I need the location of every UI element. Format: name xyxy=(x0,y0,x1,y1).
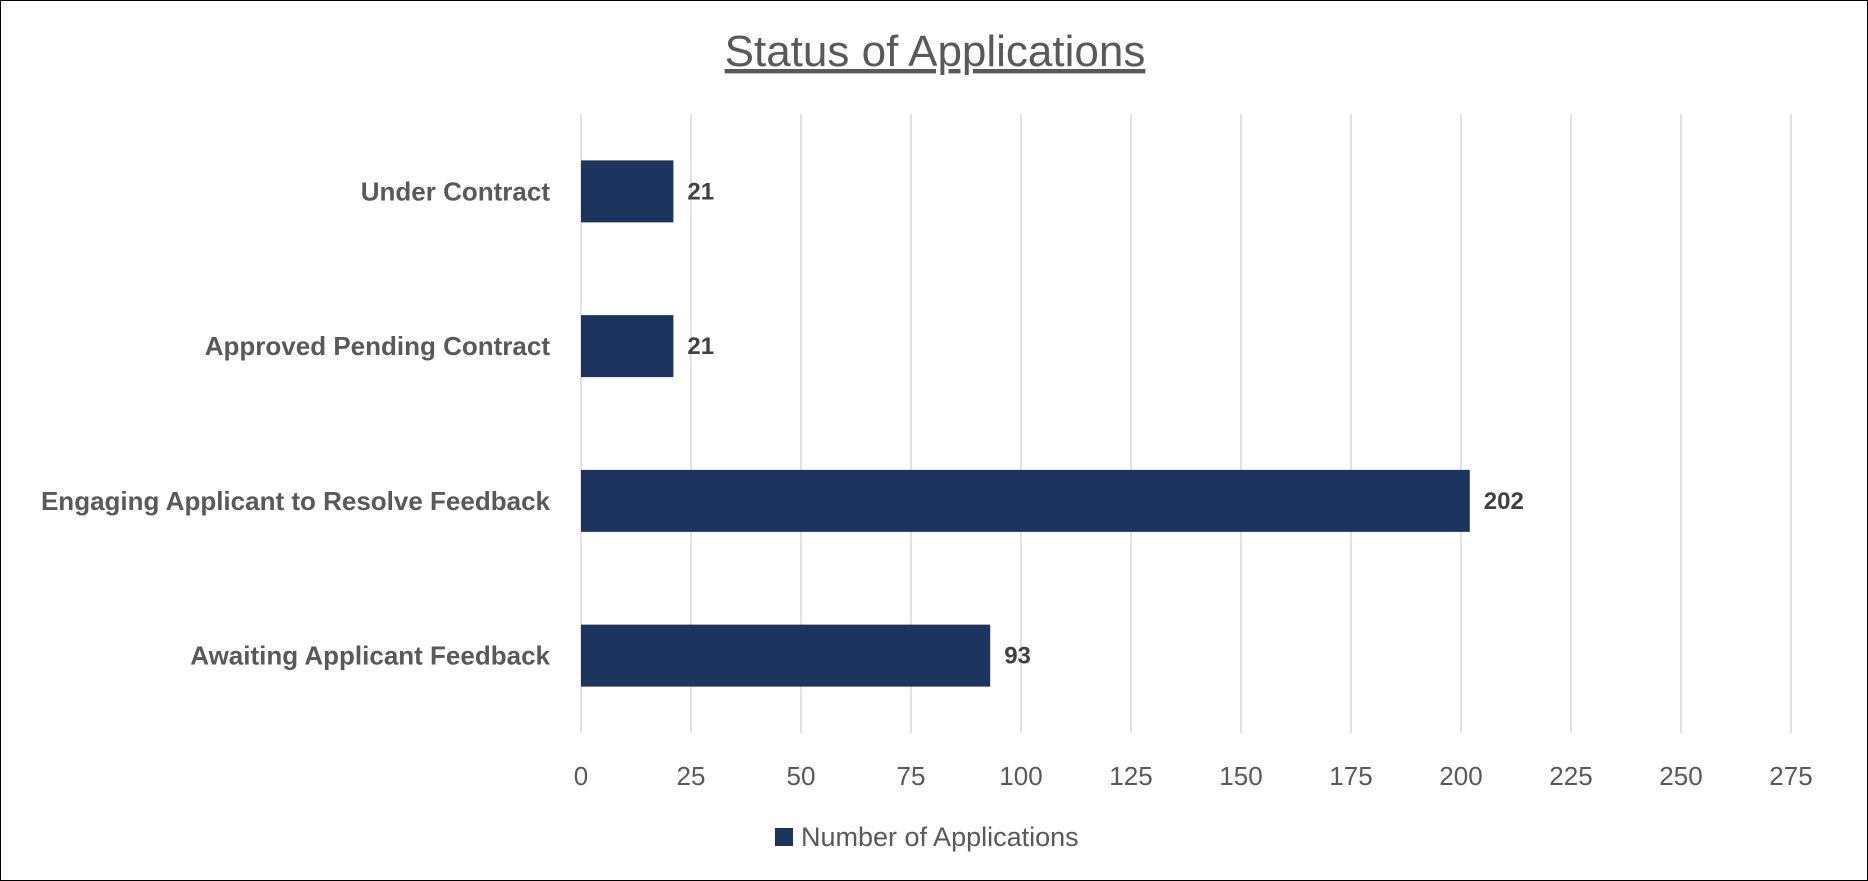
x-tick-label: 150 xyxy=(1219,761,1262,791)
bar xyxy=(581,315,674,378)
legend: Number of Applications xyxy=(775,822,1079,852)
data-label: 93 xyxy=(1004,643,1031,670)
x-tick-label: 0 xyxy=(574,761,588,791)
category-labels: Under Contract Approved Pending Contract E… xyxy=(41,176,551,670)
bar xyxy=(581,160,674,223)
data-label: 21 xyxy=(687,333,714,360)
data-label: 202 xyxy=(1484,488,1524,515)
category-label: Approved Pending Contract xyxy=(205,331,551,361)
legend-label: Number of Applications xyxy=(801,822,1079,852)
gridlines xyxy=(580,114,1792,733)
x-tick-label: 225 xyxy=(1549,761,1592,791)
category-label: Under Contract xyxy=(361,176,551,206)
bars xyxy=(581,160,1470,687)
x-tick-label: 25 xyxy=(677,761,706,791)
x-tick-label: 175 xyxy=(1329,761,1372,791)
x-tick-label: 125 xyxy=(1109,761,1152,791)
x-tick-label: 275 xyxy=(1769,761,1812,791)
data-label: 21 xyxy=(687,178,714,205)
x-tick-label: 200 xyxy=(1439,761,1482,791)
x-tick-label: 250 xyxy=(1659,761,1702,791)
x-tick-label: 75 xyxy=(897,761,926,791)
x-axis-tick-labels: 0 25 50 75 100 125 150 175 200 225 250 275 xyxy=(574,761,1813,791)
bar xyxy=(581,624,991,687)
category-label: Awaiting Applicant Feedback xyxy=(190,641,550,671)
bar xyxy=(581,469,1470,532)
category-label: Engaging Applicant to Resolve Feedback xyxy=(41,486,551,516)
x-tick-label: 100 xyxy=(999,761,1042,791)
data-labels: 21 21 202 93 xyxy=(687,178,1523,669)
x-tick-label: 50 xyxy=(787,761,816,791)
chart-title: Status of Applications xyxy=(725,27,1146,76)
legend-swatch xyxy=(775,828,793,846)
